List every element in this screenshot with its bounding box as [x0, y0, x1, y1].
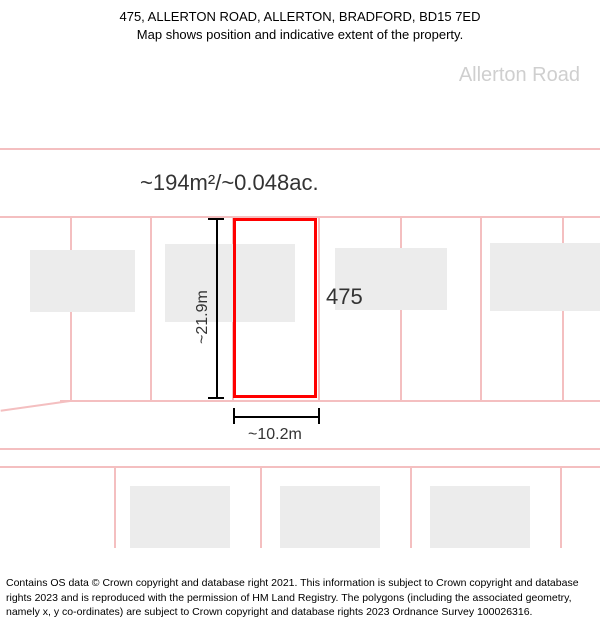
lower-strip-top — [0, 448, 600, 450]
building — [30, 250, 135, 312]
plot-divider — [260, 466, 262, 548]
dim-tick — [233, 408, 235, 424]
dim-line-horizontal — [233, 416, 319, 418]
header: 475, ALLERTON ROAD, ALLERTON, BRADFORD, … — [0, 0, 600, 48]
subtitle-line: Map shows position and indicative extent… — [20, 26, 580, 44]
building — [430, 486, 530, 548]
plot-bottom-boundary — [60, 400, 600, 402]
plot-divider — [560, 466, 562, 548]
area-label: ~194m²/~0.048ac. — [140, 170, 319, 196]
dim-tick — [318, 408, 320, 424]
plot-divider — [410, 466, 412, 548]
building — [130, 486, 230, 548]
plot-divider — [114, 466, 116, 548]
lower-strip-bottom — [0, 466, 600, 468]
plot-left-step — [1, 400, 71, 412]
map-canvas: Allerton Road ~194m²/~0.048ac. 475 ~21.9… — [0, 48, 600, 548]
building — [490, 243, 600, 311]
height-dim-label: ~21.9m — [194, 290, 212, 344]
width-dim-label: ~10.2m — [248, 426, 302, 444]
plot-divider — [150, 216, 152, 400]
copyright-footer: Contains OS data © Crown copyright and d… — [6, 576, 594, 619]
road-name-label: Allerton Road — [459, 64, 580, 87]
dim-tick — [208, 218, 224, 220]
upper-road-line — [0, 148, 600, 150]
address-line: 475, ALLERTON ROAD, ALLERTON, BRADFORD, … — [20, 8, 580, 26]
dim-line-vertical — [216, 218, 218, 398]
dim-tick — [208, 397, 224, 399]
plot-divider — [318, 216, 320, 400]
house-number-label: 475 — [326, 284, 363, 310]
building — [280, 486, 380, 548]
plot-divider — [480, 216, 482, 400]
property-highlight — [233, 218, 317, 398]
